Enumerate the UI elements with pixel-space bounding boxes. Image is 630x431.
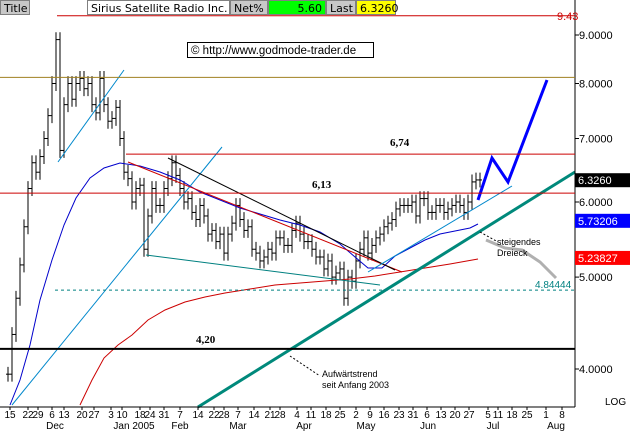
annotation-pointer: [479, 231, 499, 243]
x-day-label: 6: [424, 410, 430, 421]
value-box: [575, 173, 630, 188]
y-tick-label: 7.0000: [579, 134, 613, 146]
x-day-label: 3: [108, 410, 114, 421]
x-day-label: 9: [367, 410, 373, 421]
x-day-label: 2: [353, 410, 359, 421]
triangle-upper-red: [127, 161, 403, 273]
moving-average-blue: [9, 162, 479, 406]
y-tick-label: 4.0000: [579, 364, 613, 376]
x-month-label: Jun: [420, 421, 436, 431]
x-day-label: 16: [378, 410, 390, 421]
indicator-lines: [9, 69, 576, 409]
log-scale-label: LOG: [605, 397, 627, 408]
x-day-label: 8: [559, 410, 565, 421]
x-month-label: May: [357, 421, 376, 431]
level-label-613: 6,13: [312, 179, 332, 191]
x-day-label: 10: [116, 410, 128, 421]
x-day-label: 24: [144, 410, 156, 421]
x-day-label: 20: [449, 410, 461, 421]
level-label-674: 6,74: [390, 137, 410, 149]
x-day-label: 6: [49, 410, 55, 421]
net-value: 5.60: [268, 0, 326, 15]
x-day-label: 31: [407, 410, 419, 421]
x-day-label: 23: [393, 410, 405, 421]
x-month-label: Mar: [229, 421, 247, 431]
value-box-label: 5.73206: [578, 216, 618, 228]
value-box-label: 5.23827: [578, 253, 618, 265]
x-month-label: Feb: [171, 421, 189, 431]
x-day-label: 13: [435, 410, 447, 421]
trendline-early: [57, 69, 125, 163]
last-value: 6.3260: [356, 0, 399, 15]
x-day-label: 14: [192, 410, 204, 421]
x-day-label: 18: [320, 410, 332, 421]
uptrend-line: [197, 170, 576, 409]
x-day-label: 21: [264, 410, 276, 421]
x-day-label: 25: [334, 410, 346, 421]
x-day-label: 20: [76, 410, 88, 421]
watermark: © http://www.godmode-trader.de: [187, 42, 374, 58]
y-tick-label: 6.0000: [579, 197, 613, 209]
level-label-484: 4.84444: [535, 280, 572, 291]
x-day-label: 31: [158, 410, 170, 421]
last-label: Last: [326, 0, 356, 15]
y-tick-label: 5.0000: [579, 272, 613, 284]
x-day-label: 29: [32, 410, 44, 421]
triangle-rising-line: [367, 185, 513, 273]
x-day-label: 7: [177, 410, 183, 421]
x-day-label: 5: [485, 410, 491, 421]
x-day-label: 7: [235, 410, 241, 421]
x-month-label: Jul: [487, 421, 500, 431]
annotation-triangle-1: steigendes: [497, 237, 541, 247]
value-box-label: 6.3260: [578, 175, 612, 187]
annotation-uptrend-1: Aufwärtstrend: [322, 369, 378, 379]
x-month-label: Aug: [547, 421, 565, 431]
x-month-label: Jan 2005: [113, 421, 155, 431]
alt-projection-path: [485, 238, 558, 280]
y-tick-label: 8.0000: [579, 79, 613, 91]
x-day-label: 25: [521, 410, 533, 421]
x-month-label: Dec: [46, 421, 64, 431]
triangle-upper-black: [167, 157, 396, 271]
x-day-label: 22: [22, 410, 34, 421]
x-day-label: 28: [274, 410, 286, 421]
y-tick-label: 9.0000: [579, 30, 613, 42]
x-day-label: 28: [218, 410, 230, 421]
trendline-long-blue: [11, 146, 223, 406]
level-label-420: 4,20: [196, 334, 216, 346]
x-day-label: 18: [134, 410, 146, 421]
annotation-uptrend-2: seit Anfang 2003: [322, 380, 389, 390]
level-label-943: 9.43: [557, 11, 578, 23]
x-day-label: 4: [294, 410, 300, 421]
x-day-label: 14: [248, 410, 260, 421]
x-day-label: 11: [306, 410, 317, 421]
annotation-triangle-2: Dreieck: [497, 248, 528, 258]
x-day-label: 22: [208, 410, 220, 421]
value-box: [575, 213, 630, 228]
x-day-label: 27: [463, 410, 475, 421]
x-day-label: 15: [4, 410, 16, 421]
projection-path: [476, 79, 549, 201]
x-day-label: 11: [493, 410, 504, 421]
instrument-name: Sirius Satellite Radio Inc.: [87, 0, 230, 15]
x-day-label: 18: [506, 410, 518, 421]
x-day-label: 27: [88, 410, 100, 421]
title-bar: Title Sirius Satellite Radio Inc. Net% 5…: [0, 0, 399, 15]
annotation-pointer-trend: [289, 355, 321, 377]
x-month-label: Apr: [296, 421, 312, 431]
triangle-lower-green: [145, 254, 381, 286]
x-day-label: 1: [543, 410, 549, 421]
value-box: [575, 250, 630, 265]
x-day-label: 13: [58, 410, 70, 421]
price-bars: [6, 32, 482, 382]
net-label: Net%: [230, 0, 268, 15]
moving-average-red: [79, 258, 479, 406]
title-label: Title: [0, 0, 30, 15]
